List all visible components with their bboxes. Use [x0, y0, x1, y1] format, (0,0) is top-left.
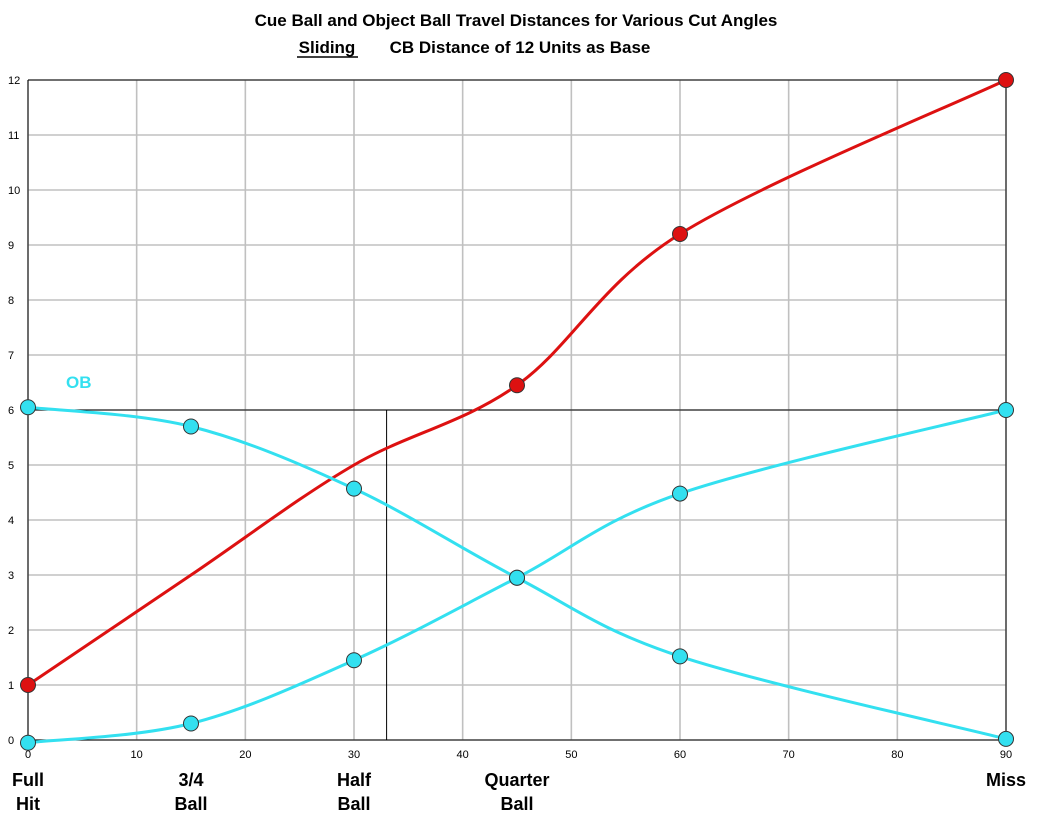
chart-subtitle: CB Distance of 12 Units as Base — [390, 38, 651, 57]
x-tick-labels: 0 10 20 30 40 50 60 70 80 90 — [25, 749, 1012, 761]
x-tick-label-0: 0 — [25, 749, 31, 761]
x-tick-label-5: 50 — [565, 749, 577, 761]
y-tick-label-5: 5 — [8, 460, 14, 472]
category-label-4-line-0: Miss — [986, 770, 1026, 790]
marker-layer — [20, 72, 1014, 751]
series-2-point-0 — [20, 734, 36, 751]
y-tick-label-6: 6 — [8, 405, 14, 417]
series-1-point-4 — [672, 648, 688, 665]
x-tick-label-7: 70 — [783, 749, 795, 761]
y-tick-label-7: 7 — [8, 350, 14, 362]
series-2-point-4 — [672, 485, 688, 502]
y-tick-label-10: 10 — [8, 185, 20, 197]
x-tick-label-4: 40 — [457, 749, 469, 761]
category-label-2-line-0: Half — [337, 770, 372, 790]
series-1-point-0 — [20, 399, 36, 416]
series-line-0 — [26, 78, 1008, 687]
series-2-point-3 — [509, 569, 525, 586]
chart-subtitle-underlined: Sliding — [299, 38, 356, 57]
category-label-0-line-1: Hit — [16, 794, 40, 814]
annotation-0: OB — [66, 373, 92, 392]
series-2-point-2 — [346, 652, 362, 669]
y-tick-label-9: 9 — [8, 240, 14, 252]
y-tick-label-1: 1 — [8, 680, 14, 692]
series-layer — [26, 78, 1008, 745]
y-tick-label-12: 12 — [8, 75, 20, 87]
series-1-point-2 — [346, 480, 362, 497]
y-tick-label-3: 3 — [8, 570, 14, 582]
annotations: OB — [66, 373, 92, 392]
y-tick-label-8: 8 — [8, 295, 14, 307]
x-tick-label-8: 80 — [891, 749, 903, 761]
category-label-3-line-0: Quarter — [484, 770, 549, 790]
category-label-1-line-1: Ball — [174, 794, 207, 814]
y-tick-label-2: 2 — [8, 625, 14, 637]
x-tick-label-9: 90 — [1000, 749, 1012, 761]
series-0-point-3 — [998, 72, 1014, 88]
x-tick-label-1: 10 — [131, 749, 143, 761]
series-2-point-5 — [998, 402, 1014, 418]
series-1-point-5 — [998, 730, 1014, 747]
category-labels: Full Hit 3/4 Ball Half Ball Quarter Ball Miss — [12, 770, 1026, 814]
series-0-point-2 — [672, 226, 688, 242]
y-tick-label-0: 0 — [8, 735, 14, 747]
y-tick-label-11: 11 — [8, 130, 19, 142]
x-tick-label-6: 60 — [674, 749, 686, 761]
series-1-point-1 — [183, 418, 199, 435]
x-tick-label-3: 30 — [348, 749, 360, 761]
reference-lines — [28, 409, 1006, 740]
x-tick-label-2: 20 — [239, 749, 251, 761]
category-label-2-line-1: Ball — [337, 794, 370, 814]
series-0-point-0 — [20, 677, 36, 693]
series-2-point-1 — [183, 715, 199, 732]
series-0-point-1 — [509, 377, 525, 394]
category-label-3-line-1: Ball — [500, 794, 533, 814]
category-label-0-line-0: Full — [12, 770, 44, 790]
chart-title: Cue Ball and Object Ball Travel Distance… — [255, 11, 778, 30]
category-label-1-line-0: 3/4 — [178, 770, 203, 790]
y-tick-label-4: 4 — [8, 515, 14, 527]
